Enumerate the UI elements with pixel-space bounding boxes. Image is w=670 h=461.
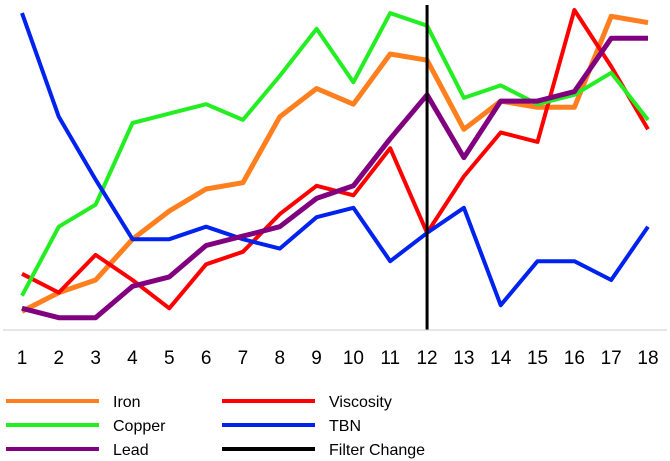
legend-label-lead: Lead	[113, 442, 149, 459]
legend-label-copper: Copper	[113, 418, 166, 435]
x-tick-label: 4	[127, 348, 138, 369]
x-tick-label: 3	[90, 348, 101, 369]
x-tick-label: 8	[274, 348, 285, 369]
series-line-copper	[20, 11, 650, 297]
legend-label-filter-change: Filter Change	[329, 442, 425, 459]
legend: Iron Viscosity Copper TBN Lead Filter Change	[6, 394, 425, 459]
legend-label-tbn: TBN	[329, 418, 361, 435]
legend-label-viscosity: Viscosity	[329, 394, 392, 411]
x-tick-label: 2	[54, 348, 65, 369]
x-tick-label: 10	[343, 348, 364, 369]
x-tick-labels: 1 2 3 4 5 6 7 8 9 10 11 12 13 14 15 16 17 18	[17, 348, 659, 369]
x-tick-label: 9	[311, 348, 322, 369]
legend-label-iron: Iron	[113, 394, 141, 411]
x-tick-label: 18	[637, 348, 658, 369]
x-tick-label: 6	[201, 348, 212, 369]
x-tick-label: 13	[453, 348, 474, 369]
x-tick-label: 17	[601, 348, 622, 369]
series-line-tbn	[20, 12, 650, 308]
x-tick-label: 7	[238, 348, 249, 369]
series-line-lead	[21, 35, 648, 321]
x-tick-label: 5	[164, 348, 175, 369]
x-tick-label: 15	[527, 348, 548, 369]
x-tick-label: 11	[380, 348, 400, 369]
x-tick-label: 12	[416, 348, 437, 369]
x-tick-label: 16	[564, 348, 585, 369]
series-layer	[20, 5, 650, 330]
x-tick-label: 1	[17, 348, 28, 369]
series-line-iron	[20, 13, 649, 314]
x-tick-label: 14	[490, 348, 512, 369]
